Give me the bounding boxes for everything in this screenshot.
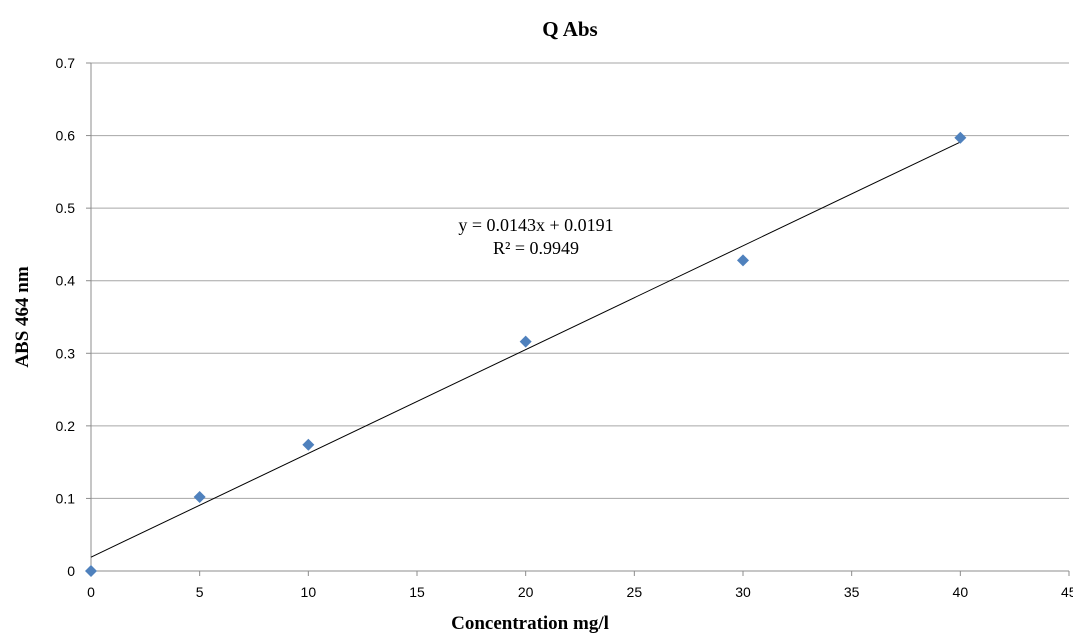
- x-tick-label: 5: [196, 584, 204, 600]
- y-tick-label: 0.7: [56, 55, 76, 71]
- x-tick-label: 30: [735, 584, 751, 600]
- y-tick-label: 0.2: [56, 418, 76, 434]
- y-tick-label: 0.1: [56, 490, 76, 506]
- data-point: [193, 490, 206, 503]
- tick-labels: 0 0.1 0.2 0.3 0.4 0.5 0.6 0.7 0 5 10 15 20 25 30 35 40 45: [56, 55, 1073, 600]
- x-axis-title: Concentration mg/l: [451, 613, 609, 634]
- x-tick-label: 45: [1061, 584, 1073, 600]
- y-tick-label: 0: [67, 563, 75, 579]
- data-point: [302, 438, 315, 451]
- r-squared-label: R² = 0.9949: [493, 238, 579, 258]
- y-axis-title: ABS 464 nm: [12, 266, 33, 368]
- linear-trendline: [90, 141, 961, 558]
- data-points: [85, 131, 967, 577]
- x-tick-label: 15: [409, 584, 425, 600]
- chart-title: Q Abs: [542, 17, 597, 41]
- data-point: [519, 335, 532, 348]
- x-tick-label: 25: [627, 584, 643, 600]
- y-tick-label: 0.6: [56, 128, 76, 144]
- x-tick-label: 20: [518, 584, 534, 600]
- axes: [86, 62, 1070, 576]
- data-point: [85, 565, 97, 577]
- x-tick-label: 40: [953, 584, 969, 600]
- trendline-layer: [90, 141, 961, 558]
- x-tick-label: 10: [301, 584, 317, 600]
- y-tick-label: 0.4: [56, 273, 76, 289]
- y-tick-label: 0.5: [56, 200, 76, 216]
- gridlines: [91, 62, 1069, 499]
- data-point: [737, 254, 749, 267]
- x-tick-label: 35: [844, 584, 860, 600]
- y-tick-label: 0.3: [56, 345, 76, 361]
- trendline-equation: y = 0.0143x + 0.0191: [458, 215, 613, 235]
- data-point: [954, 131, 967, 144]
- x-tick-label: 0: [87, 584, 95, 600]
